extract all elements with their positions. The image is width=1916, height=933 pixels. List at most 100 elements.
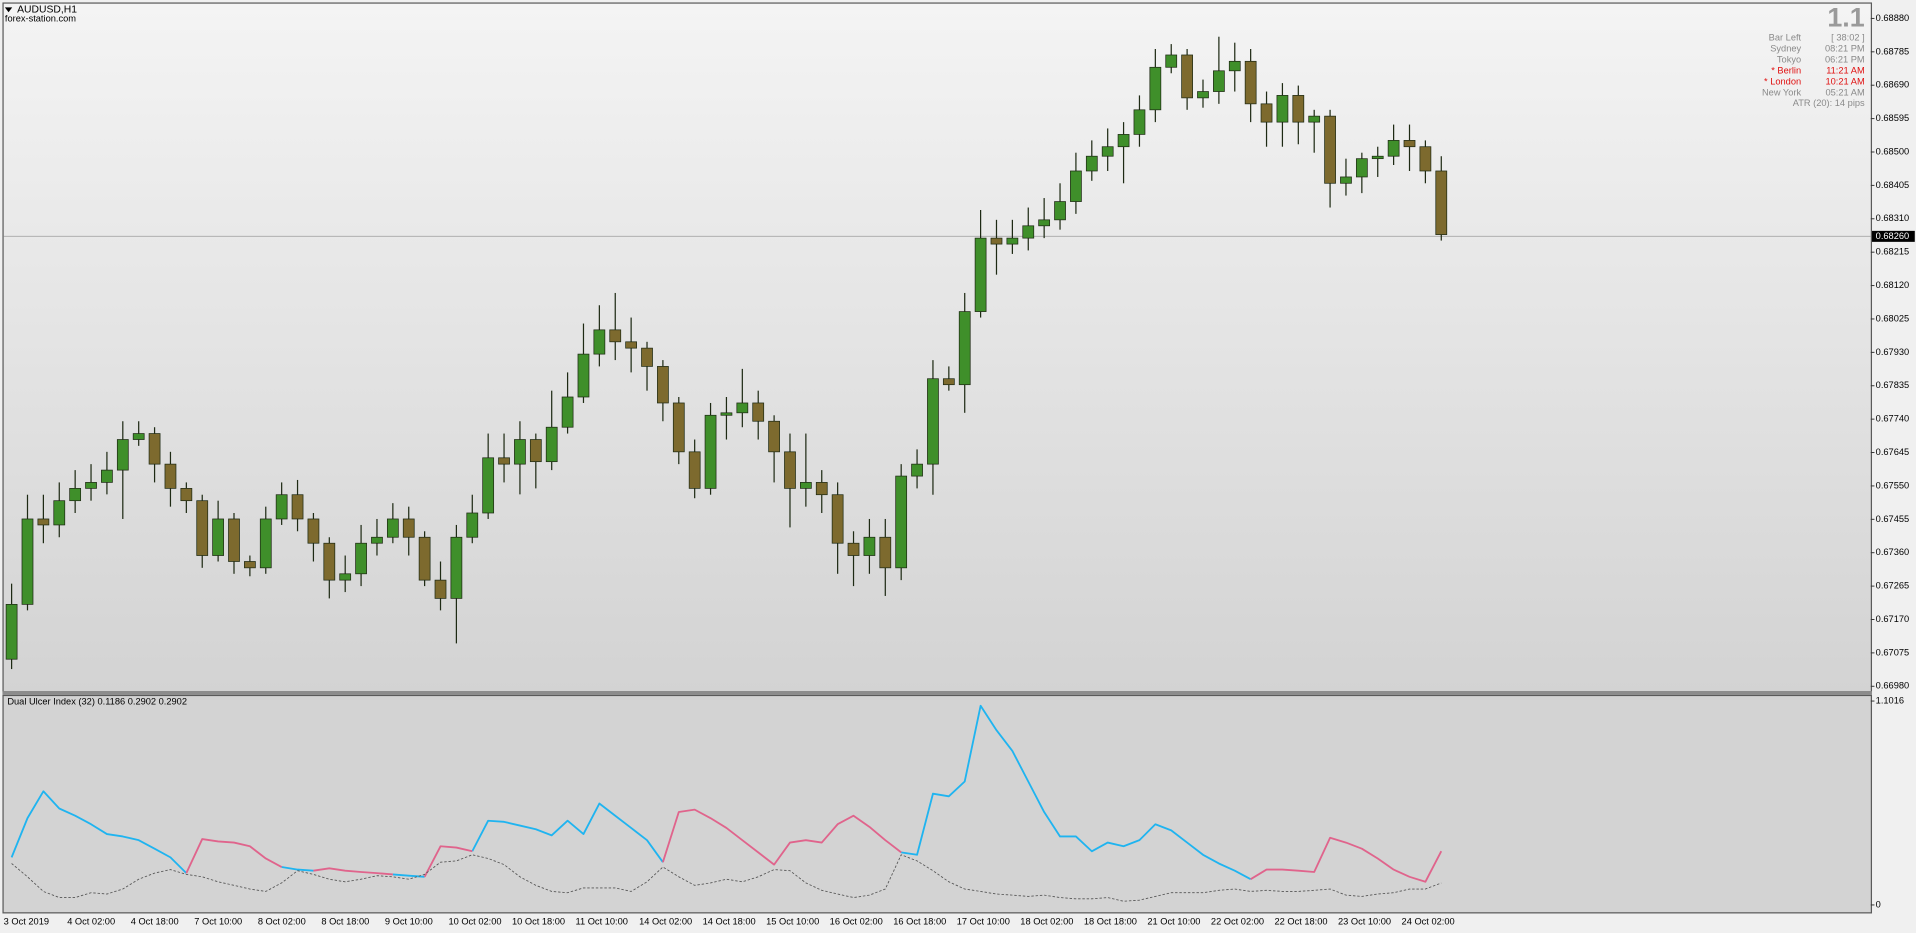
x-tick-label: 7 Oct 10:00 xyxy=(194,916,242,926)
info-key: * London xyxy=(1764,76,1801,86)
y-tick-label: 0.67075 xyxy=(1876,647,1910,657)
info-key: Bar Left xyxy=(1769,32,1802,42)
candle-body xyxy=(1387,140,1400,157)
candle-body xyxy=(641,347,653,367)
current-price-tag xyxy=(1872,230,1915,242)
candle-body xyxy=(625,341,637,349)
info-value: 05:21 AM xyxy=(1826,87,1865,97)
y-tick-label: 0.68785 xyxy=(1876,46,1910,56)
y-tick-label: 0.67170 xyxy=(1876,614,1910,624)
y-tick-label: 0.68880 xyxy=(1876,13,1910,23)
candle-body xyxy=(164,463,177,489)
candle-body xyxy=(704,414,717,489)
x-tick-label: 4 Oct 02:00 xyxy=(67,916,115,926)
y-tick-label: 0.68500 xyxy=(1876,146,1910,156)
candle-body xyxy=(101,469,113,483)
candle-body xyxy=(323,542,336,581)
y-tick-label: 0.67835 xyxy=(1876,380,1910,390)
candle-body xyxy=(1085,155,1098,172)
current-price-label: 0.68260 xyxy=(1876,231,1910,241)
candle-body xyxy=(688,451,701,489)
candle-body xyxy=(1133,109,1146,135)
candle-body xyxy=(736,402,749,414)
candle-body xyxy=(958,311,971,386)
y-tick-label: 0.68215 xyxy=(1876,247,1910,257)
candle-body xyxy=(339,573,352,581)
symbol-menu-icon[interactable] xyxy=(4,7,13,13)
x-tick-label: 18 Oct 18:00 xyxy=(1084,916,1137,926)
candle-body xyxy=(196,500,209,556)
x-tick-label: 22 Oct 18:00 xyxy=(1274,916,1327,926)
indicator-panel xyxy=(2,694,1873,914)
candle-body xyxy=(609,329,622,343)
indicator-title: Dual Ulcer Index (32) 0.1186 0.2902 0.29… xyxy=(7,697,187,707)
candle-body xyxy=(37,518,50,526)
candle-body xyxy=(657,366,669,404)
indicator-line xyxy=(281,866,314,872)
candle-body xyxy=(1054,201,1066,221)
x-tick-label: 8 Oct 18:00 xyxy=(321,916,369,926)
y-tick-label: 0.68025 xyxy=(1876,313,1910,323)
x-tick-label: 3 Oct 2019 xyxy=(4,916,49,926)
candle-body xyxy=(1260,103,1273,123)
candle-body xyxy=(529,439,542,463)
candle-body xyxy=(1022,225,1035,239)
candle-body xyxy=(1006,237,1019,245)
candle-body xyxy=(418,536,431,581)
x-tick-label: 21 Oct 10:00 xyxy=(1147,916,1200,926)
y-tick-label: 0.68690 xyxy=(1876,80,1910,90)
y-tick-label: 0.67550 xyxy=(1876,480,1910,490)
y-tick-label: 0.68595 xyxy=(1876,113,1910,123)
indicator-line xyxy=(11,854,1442,902)
candle-body xyxy=(259,518,272,569)
candle-body xyxy=(85,482,97,489)
candle-body xyxy=(1403,140,1416,148)
candle-body xyxy=(942,378,955,386)
candle-body xyxy=(1228,60,1241,72)
info-key: Tokyo xyxy=(1777,54,1801,64)
candle-body xyxy=(1181,54,1193,99)
candle-body xyxy=(212,518,224,556)
candle-body xyxy=(434,579,447,599)
y-tick-label: 0.67930 xyxy=(1876,347,1910,357)
info-atr: ATR (20): 14 pips xyxy=(1793,98,1865,108)
info-value: 08:21 PM xyxy=(1825,43,1865,53)
candle-body xyxy=(228,518,240,562)
candle-body xyxy=(577,353,590,398)
candle-body xyxy=(402,518,415,538)
candle-body xyxy=(244,561,256,569)
candle-body xyxy=(1435,170,1448,235)
candle-body xyxy=(307,518,320,544)
x-tick-label: 16 Oct 02:00 xyxy=(830,916,883,926)
candle-body xyxy=(1324,115,1336,184)
candle-body xyxy=(593,329,606,355)
candle-body xyxy=(1070,170,1082,202)
candle-body xyxy=(720,412,733,416)
candle-body xyxy=(800,482,812,489)
x-tick-label: 10 Oct 02:00 xyxy=(448,916,501,926)
candle-body xyxy=(895,475,908,569)
candle-body xyxy=(1371,155,1384,160)
candle-body xyxy=(466,512,479,538)
y-tick-label: 0.68405 xyxy=(1876,180,1910,190)
candle-body xyxy=(1419,146,1432,172)
indicator-line xyxy=(662,808,902,866)
y-tick-label: 0.67645 xyxy=(1876,447,1910,457)
candle-body xyxy=(148,433,161,465)
x-tick-label: 11 Oct 10:00 xyxy=(576,916,628,926)
candle-body xyxy=(1101,146,1114,157)
indicator-line xyxy=(901,704,1252,881)
y-tick-label: 0 xyxy=(1876,899,1881,909)
candle-body xyxy=(768,420,780,453)
x-tick-label: 24 Oct 02:00 xyxy=(1402,916,1455,926)
symbol-label: AUDUSD,H1 xyxy=(17,5,77,16)
x-tick-label: 4 Oct 18:00 xyxy=(131,916,179,926)
y-tick-label: 0.67360 xyxy=(1876,547,1910,557)
x-tick-label: 14 Oct 18:00 xyxy=(703,916,756,926)
candle-body xyxy=(847,542,860,556)
candle-body xyxy=(132,433,145,440)
x-tick-label: 16 Oct 18:00 xyxy=(893,916,946,926)
candle-body xyxy=(355,542,367,575)
candle-body xyxy=(1276,95,1289,123)
